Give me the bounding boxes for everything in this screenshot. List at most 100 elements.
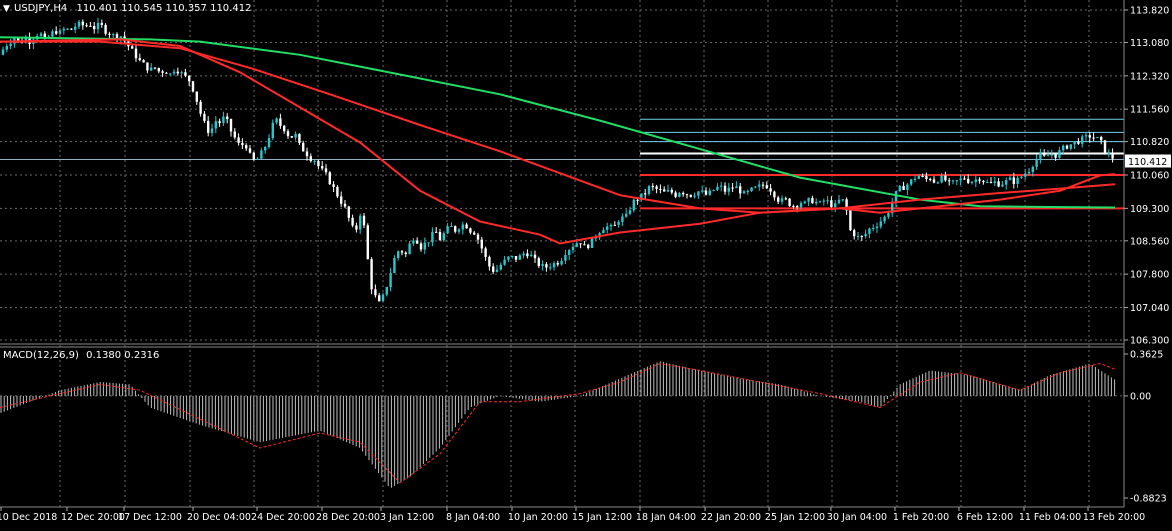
price-tick-label: 107.800 [1130,270,1169,281]
candle-body [454,226,457,232]
candle-body [499,264,502,270]
macd-label[interactable]: MACD(12,26,9) [3,350,79,361]
candle-body [628,210,632,214]
candle-body [1035,158,1038,167]
candle-body [963,178,966,180]
candle-body [397,251,400,259]
candle-body [537,258,540,267]
candle-body [560,260,563,265]
candle-body [549,267,552,269]
candle-body [970,182,974,184]
candle-body [214,121,217,129]
price-tick-label: 111.560 [1130,105,1169,116]
candle-body [321,166,324,169]
candle-body [701,190,704,192]
candle-body [1111,152,1114,159]
candle-body [169,73,172,75]
candle-body [621,216,624,222]
candle-body [708,190,711,195]
candle-body [522,253,525,256]
time-tick-label: 17 Dec 12:00 [118,512,182,523]
candle-body [81,21,84,26]
dropdown-icon[interactable]: ▼ [3,4,10,14]
macd-tick-label: 0.3625 [1130,350,1163,361]
candle-body [739,186,742,194]
symbol-label[interactable]: USDJPY,H4 [14,3,67,14]
candle-body [207,120,210,133]
candle-body [841,199,844,201]
candle-body [222,116,225,124]
candle-body [89,25,92,27]
candle-body [948,180,951,182]
candle-body [735,186,738,189]
candle-body [275,118,278,123]
candle-body [9,43,12,46]
candle-body [1081,136,1084,144]
candle-body [860,236,863,238]
candle-body [416,240,419,244]
candle-body [492,266,495,272]
candle-body [438,231,442,241]
candle-body [556,263,559,265]
price-axis[interactable]: 113.820 113.080 112.320 111.560 110.820 110.0… [1124,6,1169,347]
candle-body [1062,145,1065,151]
candle-body [1005,180,1008,185]
candle-body [1069,144,1072,149]
time-tick-label: 6 Feb 12:00 [957,512,1013,523]
candle-body [385,286,388,295]
moving-average-line [0,40,1116,214]
candle-body [883,216,886,222]
candle-body [1016,177,1019,184]
candle-body [583,244,586,246]
time-tick-label: 20 Dec 04:00 [187,512,251,523]
candle-body [1031,166,1034,172]
candle-body [917,176,920,179]
candle-body [811,197,814,204]
price-tick-label: 113.080 [1130,38,1169,49]
candle-body [929,178,932,180]
candle-body [435,231,438,233]
time-tick-label: 18 Jan 04:00 [636,512,696,523]
moving-average-line [0,36,1116,209]
candle-body [66,28,69,30]
candle-body [233,131,236,138]
candle-body [286,131,290,137]
candle-body [955,180,958,182]
macd-signal-line [0,362,1116,484]
candle-body [1065,145,1069,149]
candle-body [5,45,8,50]
candle-body [894,191,898,203]
candle-body [134,48,138,59]
candle-body [260,150,263,159]
candle-body [663,189,666,192]
candle-body [959,178,962,181]
candle-body [856,236,860,238]
candle-body [328,172,331,185]
time-tick-label: 15 Jan 12:00 [572,512,632,523]
candle-body [898,185,901,192]
candle-body [993,181,996,183]
candle-body [609,224,613,227]
candle-body [704,190,708,195]
svg-text:USDJPY,H4 110.401 110.54: USDJPY,H4 110.401 110.545 110.357 110.41… [14,3,251,14]
candle-body [172,71,176,74]
time-tick-label: 25 Jan 12:00 [765,512,825,523]
candle-body [746,190,749,192]
candle-body [85,25,88,27]
candle-body [484,248,487,257]
candle-body [1103,140,1107,154]
candle-body [343,203,347,207]
macd-signal [0,362,1116,484]
candle-body [378,295,381,302]
candle-body [769,188,772,192]
macd-axis: 0.3625 0.00 -0.8823 [1124,350,1167,505]
candle-body [541,264,544,267]
candle-body [404,252,407,255]
ohlc-values: 110.401 110.545 110.357 110.412 [76,3,251,14]
time-tick-label: 10 Jan 20:00 [508,512,568,523]
candle-body [579,243,582,245]
candle-body [317,160,320,167]
candle-body [62,28,65,31]
